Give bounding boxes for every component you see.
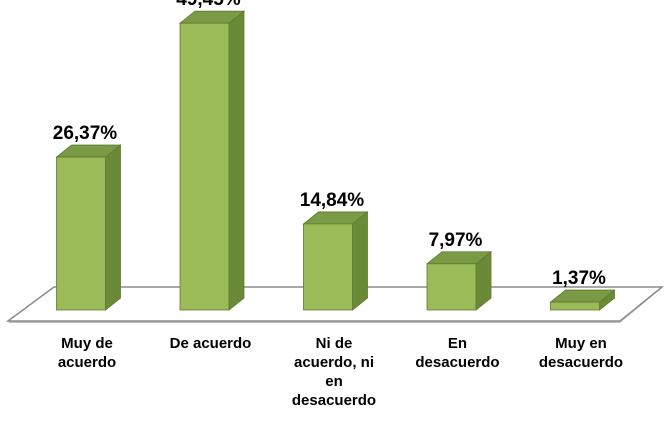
bar-2 bbox=[302, 211, 369, 311]
bar-front-face bbox=[550, 301, 600, 311]
bar-front-face bbox=[426, 263, 477, 311]
data-label: 26,37% bbox=[53, 123, 118, 144]
bar-side-face bbox=[105, 144, 121, 311]
category-label: Muy de bbox=[61, 335, 113, 352]
data-label: 7,97% bbox=[429, 230, 483, 251]
data-label: 1,37% bbox=[552, 268, 606, 289]
category-label: desacuerdo bbox=[292, 392, 376, 409]
category-label: desacuerdo bbox=[415, 354, 499, 371]
category-label: Muy en bbox=[555, 335, 607, 352]
category-label: Ni de bbox=[316, 335, 353, 352]
bar-3 bbox=[425, 250, 493, 311]
category-axis: Muy de acuerdo De acuerdo Ni de acuerdo, ni e… bbox=[58, 335, 623, 409]
bar-side-face bbox=[352, 211, 368, 311]
bars bbox=[55, 10, 616, 311]
bar-4 bbox=[549, 289, 616, 311]
data-label: 14,84% bbox=[300, 190, 365, 211]
category-label: en bbox=[325, 373, 343, 390]
data-labels: 26,37% 49,45% 14,84% 7,97% 1,37% bbox=[53, 0, 606, 289]
category-label: desacuerdo bbox=[539, 354, 623, 371]
category-label: De acuerdo bbox=[170, 335, 252, 352]
bar-0 bbox=[55, 144, 122, 311]
bar-1 bbox=[178, 10, 246, 311]
bar-side-face bbox=[228, 10, 245, 311]
category-label: En bbox=[448, 335, 467, 352]
data-label: 49,45% bbox=[176, 0, 241, 10]
bar-front-face bbox=[56, 156, 106, 311]
bar-front-face bbox=[179, 22, 230, 311]
bar-front-face bbox=[303, 223, 353, 311]
category-label: acuerdo, ni bbox=[294, 354, 374, 371]
category-label: acuerdo bbox=[58, 354, 116, 371]
